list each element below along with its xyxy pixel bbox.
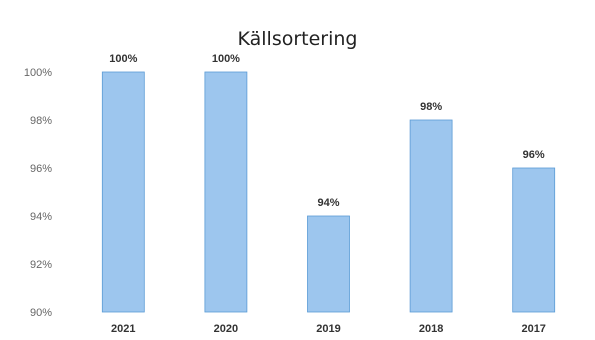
x-tick-label: 2021 [111, 323, 135, 335]
bar-2017 [512, 167, 556, 313]
x-tick-label: 2019 [316, 323, 340, 335]
data-label: 94% [317, 197, 339, 209]
data-label: 98% [420, 101, 442, 113]
bar-2020 [204, 71, 248, 313]
data-label: 100% [212, 53, 240, 65]
y-tick-label: 96% [30, 163, 52, 175]
y-tick-label: 92% [30, 259, 52, 271]
x-tick-label: 2017 [521, 323, 545, 335]
bars [101, 71, 556, 313]
data-labels: 100% 100% 94% 98% 96% [109, 53, 545, 209]
data-label: 96% [523, 149, 545, 161]
y-tick-label: 94% [30, 211, 52, 223]
x-axis: 2021 2020 2019 2018 2017 [111, 323, 546, 335]
bar-2018 [409, 119, 453, 313]
chart-title: Källsortering [237, 28, 358, 50]
bar-2019 [307, 215, 350, 313]
y-tick-label: 98% [30, 115, 52, 127]
y-axis: 90% 92% 94% 96% 98% 100% [24, 67, 52, 319]
bar-2021 [101, 71, 145, 313]
y-tick-label: 90% [30, 307, 52, 319]
x-tick-label: 2018 [419, 323, 443, 335]
x-tick-label: 2020 [214, 323, 238, 335]
y-tick-label: 100% [24, 67, 52, 79]
data-label: 100% [109, 53, 137, 65]
